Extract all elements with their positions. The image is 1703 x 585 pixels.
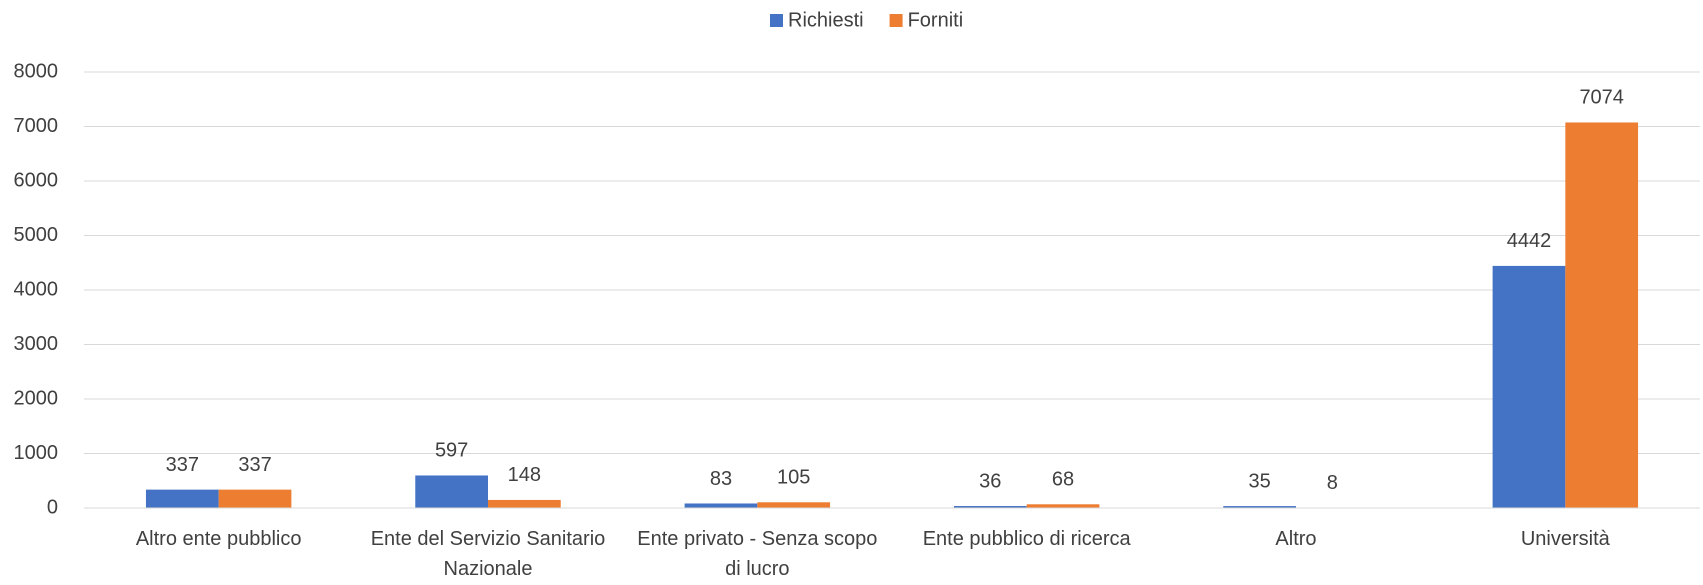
x-tick-label: Altro ente pubblico [135, 528, 302, 550]
bar [415, 475, 488, 508]
data-label: 105 [777, 467, 810, 489]
y-tick-label: 4000 [14, 278, 59, 300]
bar [1492, 265, 1566, 508]
data-label: 7074 [1579, 87, 1624, 109]
y-tick-label: 6000 [14, 169, 59, 191]
data-label: 36 [979, 470, 1001, 492]
legend-swatch [889, 14, 903, 27]
bar [488, 499, 561, 508]
x-tick-label: Ente del Servizio Sanitario Nazionale [370, 528, 606, 580]
y-tick-label: 0 [47, 496, 58, 518]
legend-label: Forniti [908, 9, 964, 31]
y-tick-label: 8000 [14, 60, 59, 82]
y-tick-label: 2000 [14, 387, 59, 409]
bar [1026, 504, 1100, 508]
y-tick-label: 1000 [14, 442, 59, 464]
data-label: 337 [166, 454, 199, 476]
x-tick-label: Ente pubblico di ricerca [922, 528, 1131, 550]
data-label: 597 [435, 440, 468, 462]
bar [145, 489, 219, 508]
y-tick-label: 5000 [14, 224, 59, 246]
x-tick-label: Università [1520, 528, 1610, 550]
bar [953, 506, 1027, 508]
data-label: 68 [1052, 469, 1074, 491]
bar [757, 502, 831, 508]
data-label: 4442 [1507, 230, 1552, 252]
data-label: 35 [1249, 470, 1271, 492]
x-tick-label: Altro [1275, 528, 1317, 550]
x-tick-label: Ente privato - Senza scopo di lucro [637, 528, 878, 580]
y-tick-label: 3000 [14, 333, 59, 355]
bar [684, 503, 758, 508]
data-label: 337 [238, 454, 271, 476]
data-label: 83 [710, 468, 732, 490]
bar [1565, 122, 1639, 508]
bar [1223, 506, 1296, 508]
legend-swatch [770, 14, 783, 27]
legend-label: Richiesti [788, 9, 864, 31]
data-label: 8 [1327, 472, 1338, 494]
bar [218, 489, 292, 508]
data-label: 148 [508, 464, 541, 486]
y-tick-label: 7000 [14, 115, 59, 137]
